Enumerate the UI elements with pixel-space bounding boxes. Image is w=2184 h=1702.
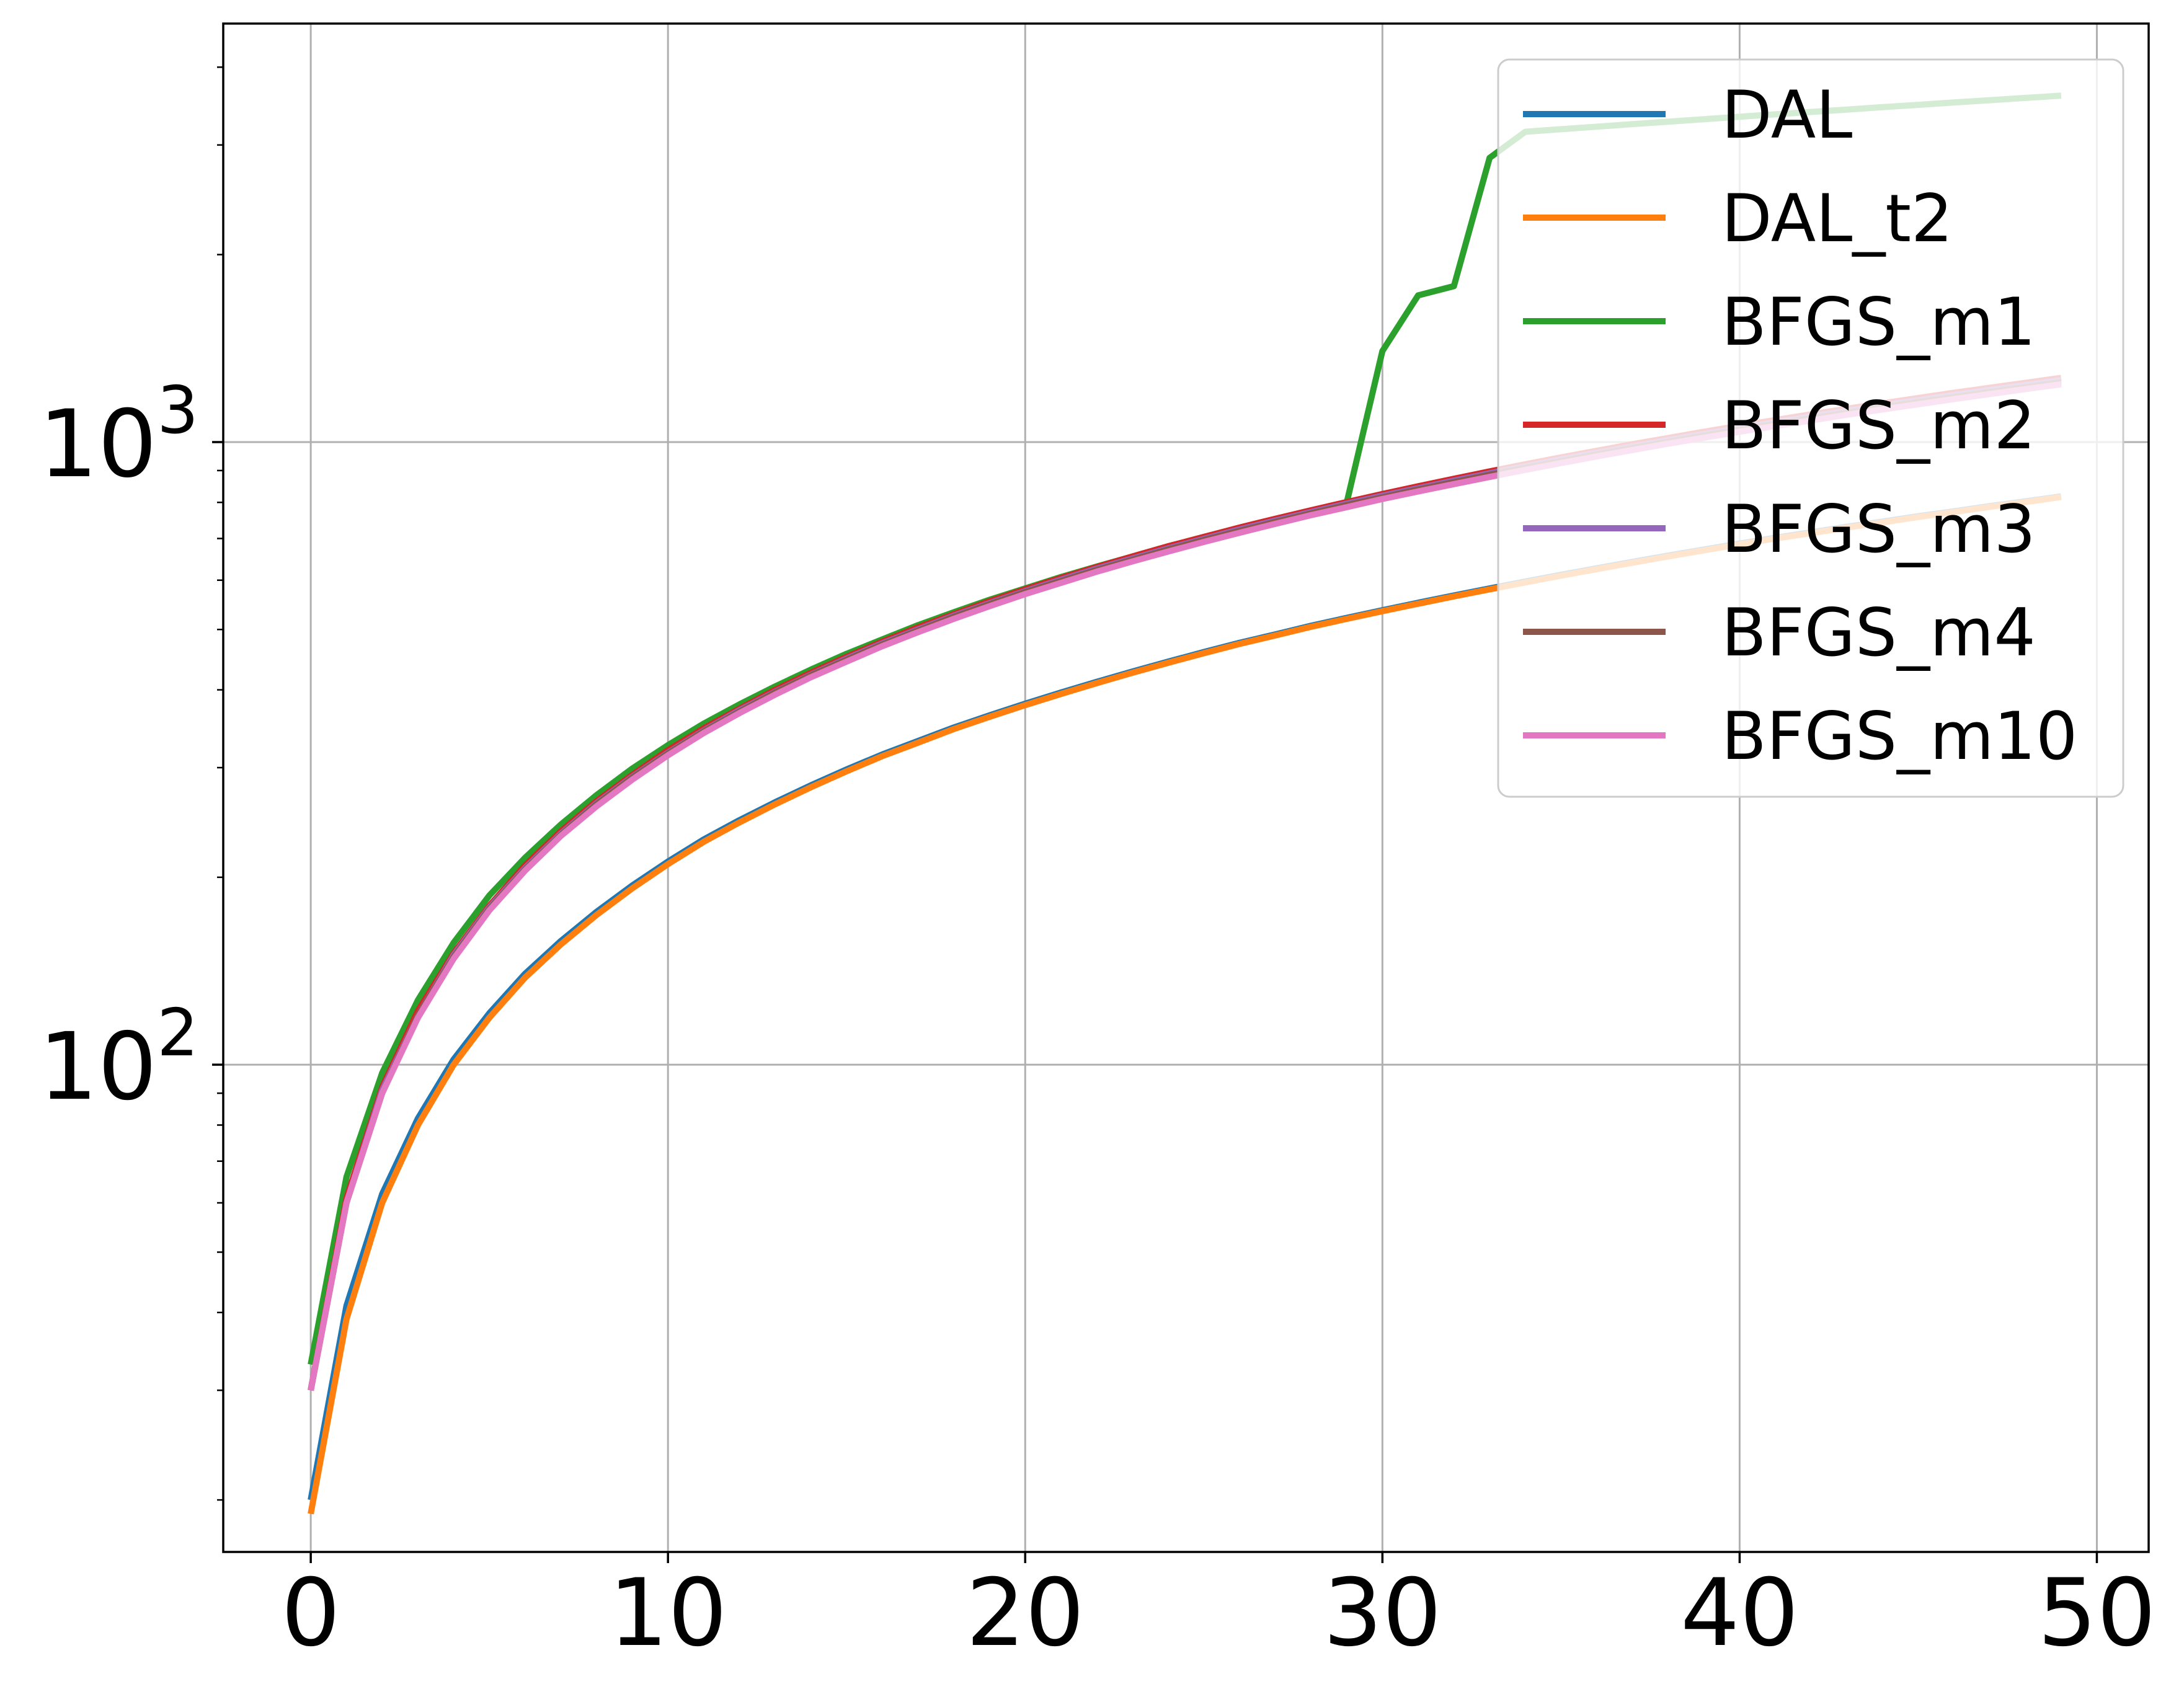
x-tick-label: 10 [609,1559,727,1667]
x-tick-label: 30 [1323,1559,1442,1667]
y-tick-label: 103 [38,373,198,499]
x-tick-label: 20 [966,1559,1085,1667]
axis-ticks: 0 10 20 30 40 50 102 103 [38,66,2156,1667]
x-tick-label: 40 [1680,1559,1799,1667]
y-tick-label: 102 [38,995,198,1121]
legend-label: BFGS_m10 [1721,698,2077,774]
legend-box [1497,58,2124,798]
plot-frame [222,22,2150,1553]
x-tick-label: 0 [281,1559,340,1667]
legend: DAL DAL_t2 BFGS_m1 BFGS_m2 BFGS_m3 BFGS_m4 BFG… [1497,58,2124,798]
legend-label: DAL_t2 [1721,180,1953,257]
legend-label: BFGS_m1 [1721,284,2036,360]
legend-label: BFGS_m2 [1721,388,2036,464]
legend-label: DAL [1721,77,1852,153]
legend-label: BFGS_m4 [1721,595,2036,671]
x-tick-label: 50 [2038,1559,2156,1667]
legend-label: BFGS_m3 [1721,491,2036,567]
